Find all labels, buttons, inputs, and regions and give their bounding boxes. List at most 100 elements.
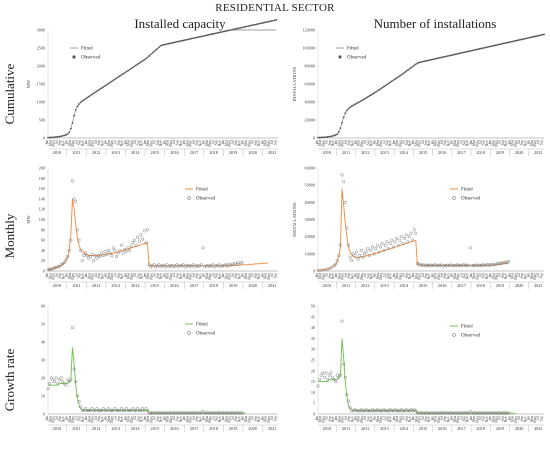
monthly-installations-month-label: Mar (357, 272, 361, 279)
growth-capacity-month-label: May (52, 416, 56, 423)
growth-installations-observed-point (475, 411, 479, 415)
cumulative-capacity-observed-point (174, 41, 177, 44)
cumulative-capacity-observed-point (158, 46, 160, 49)
cumulative-capacity-observed-point (221, 30, 224, 33)
growth-installations-month-label: Jul (363, 416, 367, 420)
monthly-installations-year-label: 2011 (342, 283, 350, 288)
monthly-installations-month-label: Nov (504, 273, 508, 279)
monthly-capacity-month-label: Sep (156, 273, 160, 279)
growth-installations-observed-point (329, 371, 333, 375)
cumulative-capacity-observed-point (249, 24, 252, 27)
cumulative-capacity-month-label: May (208, 140, 212, 147)
growth-capacity-observed-point (237, 411, 241, 415)
cumulative-installations-observed-point (437, 57, 440, 60)
cumulative-capacity-observed-point (275, 19, 278, 21)
monthly-capacity-month-label: Nov (100, 273, 104, 279)
growth-installations-observed-point (463, 411, 468, 415)
monthly-capacity-observed-point (170, 263, 174, 267)
growth-installations-observed-point (471, 411, 476, 415)
monthly-capacity-year-label: 2012 (92, 283, 101, 288)
growth-capacity-month-label: Jan (143, 416, 147, 421)
monthly-installations-observed-point (398, 238, 402, 242)
growth-capacity-observed-point (118, 408, 122, 412)
cumulative-installations-year-label: 2021 (534, 150, 543, 155)
monthly-installations-observed-point (471, 263, 476, 267)
growth-capacity-observed-point (238, 411, 243, 415)
monthly-installations-observed-point (452, 263, 456, 267)
growth-capacity-observed-point (154, 411, 158, 415)
cumulative-installations-observed-point (462, 51, 465, 54)
monthly-installations-observed-point (348, 255, 352, 259)
growth-capacity-month-label: Sep (254, 416, 258, 422)
growth-capacity-observed-point (59, 376, 63, 380)
monthly-installations-observed-point (337, 254, 341, 258)
cumulative-capacity-month-label: May (130, 140, 134, 147)
monthly-installations-observed-point (428, 263, 432, 267)
growth-installations-observed-point (427, 411, 431, 415)
monthly-installations-month-label: May (475, 273, 479, 280)
growth-installations-observed-point (454, 411, 458, 415)
monthly-capacity-month-label: Mar (244, 272, 248, 279)
monthly-capacity-observed-point (79, 248, 83, 252)
growth-installations-month-label: Sep (424, 416, 428, 422)
monthly-installations-observed-point (326, 267, 330, 271)
monthly-capacity-observed-point (123, 247, 127, 251)
cumulative-capacity-observed-point (189, 38, 191, 40)
monthly-installations-observed-point (385, 240, 389, 244)
growth-installations-month-label: Sep (462, 416, 466, 422)
monthly-installations-month-label: Jan (488, 273, 492, 278)
growth-capacity-observed-point (97, 408, 101, 412)
cumulative-capacity-observed-point (198, 35, 201, 38)
cumulative-capacity-observed-point (100, 87, 103, 89)
growth-installations-month-label: May (437, 416, 441, 423)
cumulative-installations-observed-point (418, 61, 420, 64)
cumulative-capacity-observed-point (164, 43, 167, 46)
monthly-capacity-observed-point (196, 264, 200, 268)
cumulative-capacity-observed-point (99, 88, 102, 90)
monthly-installations-observed-point (369, 248, 373, 252)
cumulative-capacity-observed-point (104, 84, 106, 87)
cumulative-installations-observed-point (512, 40, 515, 43)
growth-installations-month-label: Nov (350, 416, 354, 422)
growth-installations-year-label: 2021 (534, 426, 543, 431)
cumulative-capacity-observed-point (242, 26, 245, 29)
monthly-capacity-observed-point (85, 254, 89, 258)
cumulative-capacity-year-label: 2020 (248, 150, 257, 155)
monthly-installations-observed-point (372, 252, 376, 256)
monthly-installations-year-label: 2017 (457, 283, 466, 288)
cumulative-capacity-observed-point (264, 21, 266, 24)
cumulative-installations-month-label: Sep (482, 140, 486, 146)
cumulative-installations-month-label: May (514, 140, 518, 147)
cumulative-capacity-observed-point (252, 24, 255, 26)
monthly-installations-observed-point (497, 261, 501, 265)
cumulative-capacity-year-label: 2010 (53, 150, 62, 155)
monthly-installations-observed-point (427, 263, 431, 268)
cumulative-capacity-observed-point (244, 25, 247, 28)
cumulative-installations-legend-observed-swatch (338, 55, 342, 59)
growth-installations-month-label: Sep (366, 416, 370, 422)
growth-capacity-observed-point (162, 411, 166, 415)
growth-installations-month-label: Jul (498, 416, 502, 420)
monthly-installations-month-label: Jan (315, 273, 319, 278)
monthly-capacity-month-label: Jul (133, 273, 137, 277)
growth-installations-month-label: Mar (376, 415, 380, 422)
cumulative-installations-observed-point (541, 33, 544, 36)
monthly-installations-observed-point (502, 260, 506, 264)
monthly-installations-month-label: Nov (350, 273, 354, 279)
growth-capacity-observed-point (83, 407, 88, 411)
cumulative-capacity-observed-point (167, 42, 170, 45)
cumulative-installations-observed-point (347, 107, 350, 110)
monthly-installations-year-label: 2012 (361, 283, 370, 288)
growth-installations-observed-point (473, 411, 477, 415)
monthly-capacity-month-label: Jan (202, 273, 206, 278)
growth-capacity-month-label: Jul (172, 416, 176, 420)
growth-installations-observed-point (390, 409, 394, 413)
monthly-capacity-year-label: 2017 (190, 283, 199, 288)
growth-installations-observed-point (423, 411, 427, 415)
cumulative-installations-observed-point (427, 59, 430, 62)
cumulative-installations-month-label: Jul (498, 140, 502, 144)
monthly-installations-observed-point (394, 236, 399, 240)
monthly-capacity-y-tick: 0 (43, 269, 45, 274)
growth-capacity-observed-point (224, 411, 228, 415)
monthly-installations-year-label: 2010 (323, 283, 332, 288)
